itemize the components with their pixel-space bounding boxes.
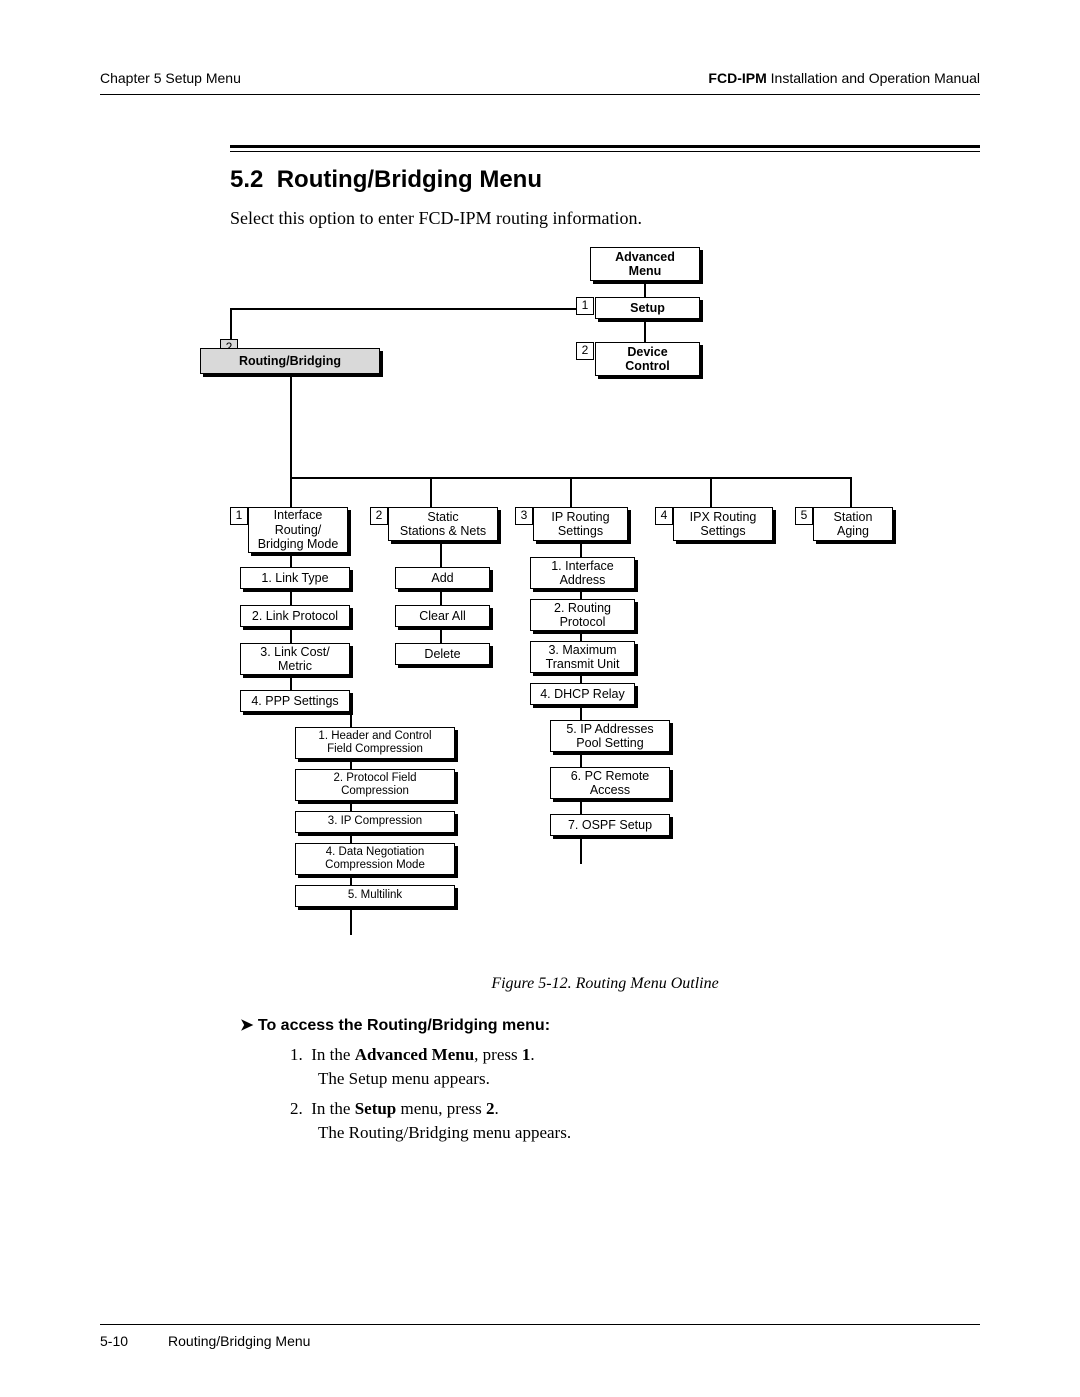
c3-i2: 2. RoutingProtocol: [530, 599, 635, 631]
c1-s2: 2. Protocol FieldCompression: [295, 769, 455, 801]
header-rule: [100, 94, 980, 95]
menu-tree-diagram: AdvancedMenu 1 Setup 2 DeviceControl 2 R…: [230, 247, 950, 957]
tag-col-2: 2: [370, 507, 388, 525]
node-col-5: StationAging: [813, 507, 893, 541]
node-advanced-menu: AdvancedMenu: [590, 247, 700, 281]
c1-s1: 1. Header and ControlField Compression: [295, 727, 455, 759]
c3-i6: 6. PC RemoteAccess: [550, 767, 670, 799]
c3-i5: 5. IP AddressesPool Setting: [550, 720, 670, 752]
c1-i3: 3. Link Cost/Metric: [240, 643, 350, 675]
c2-i2: Clear All: [395, 605, 490, 627]
tag-setup-num: 1: [576, 297, 594, 315]
c3-i3: 3. MaximumTransmit Unit: [530, 641, 635, 673]
c1-i2: 2. Link Protocol: [240, 605, 350, 627]
header-right: FCD-IPM Installation and Operation Manua…: [708, 70, 980, 86]
c2-i3: Delete: [395, 643, 490, 665]
step-1: 1. In the Advanced Menu, press 1. The Se…: [290, 1045, 980, 1089]
tag-col-5: 5: [795, 507, 813, 525]
howto-heading: To access the Routing/Bridging menu:: [240, 1015, 980, 1035]
tag-device-num: 2: [576, 342, 594, 360]
tag-col-1: 1: [230, 507, 248, 525]
footer-page: 5-10: [100, 1333, 128, 1349]
footer-label: Routing/Bridging Menu: [168, 1333, 310, 1349]
page-header: Chapter 5 Setup Menu FCD-IPM Installatio…: [100, 70, 980, 86]
howto-steps: 1. In the Advanced Menu, press 1. The Se…: [290, 1045, 980, 1143]
node-col-4: IPX RoutingSettings: [673, 507, 773, 541]
c3-i4: 4. DHCP Relay: [530, 683, 635, 705]
section-title: 5.2 Routing/Bridging Menu: [230, 166, 980, 194]
node-routing-bridging: Routing/Bridging: [200, 348, 380, 374]
step-2: 2. In the Setup menu, press 2. The Routi…: [290, 1099, 980, 1143]
c1-s5: 5. Multilink: [295, 885, 455, 907]
c3-i1: 1. InterfaceAddress: [530, 557, 635, 589]
c3-i7: 7. OSPF Setup: [550, 814, 670, 836]
node-setup: Setup: [595, 297, 700, 319]
c1-i4: 4. PPP Settings: [240, 690, 350, 712]
node-col-1: InterfaceRouting/Bridging Mode: [248, 507, 348, 553]
c2-i1: Add: [395, 567, 490, 589]
c1-s4: 4. Data NegotiationCompression Mode: [295, 843, 455, 875]
c1-s3: 3. IP Compression: [295, 811, 455, 833]
content-area: 5.2 Routing/Bridging Menu Select this op…: [100, 145, 980, 1143]
header-left: Chapter 5 Setup Menu: [100, 70, 241, 86]
node-device-control: DeviceControl: [595, 342, 700, 376]
c1-i1: 1. Link Type: [240, 567, 350, 589]
tag-col-3: 3: [515, 507, 533, 525]
section-rule: [230, 145, 980, 152]
node-col-2: StaticStations & Nets: [388, 507, 498, 541]
figure-caption: Figure 5-12. Routing Menu Outline: [230, 975, 980, 993]
tag-col-4: 4: [655, 507, 673, 525]
node-col-3: IP RoutingSettings: [533, 507, 628, 541]
page-footer: 5-10 Routing/Bridging Menu: [100, 1324, 980, 1349]
section-intro: Select this option to enter FCD-IPM rout…: [230, 208, 980, 229]
